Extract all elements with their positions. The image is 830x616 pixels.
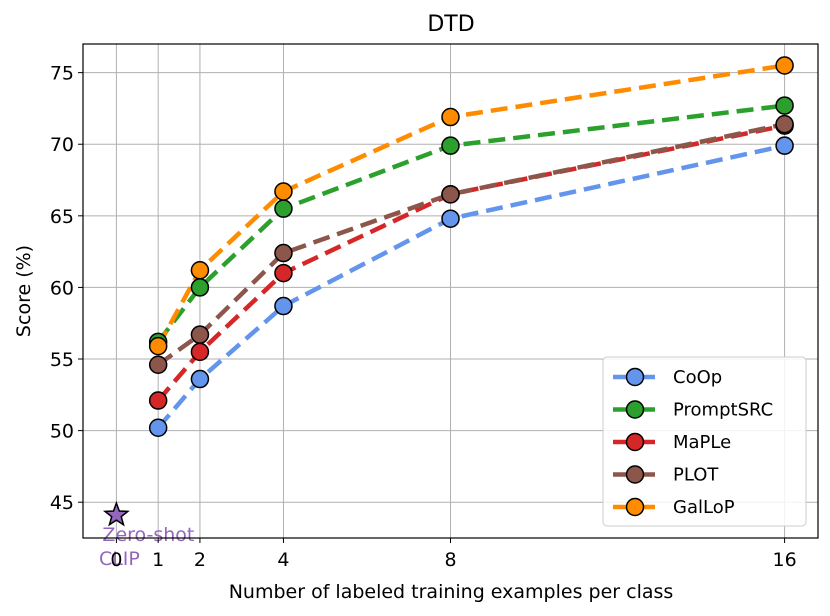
x-tick-label: 4: [277, 549, 289, 571]
series-markers: [148, 56, 794, 437]
data-point-coop: [441, 209, 460, 228]
legend-marker-coop: [625, 367, 645, 387]
data-point-gallop: [190, 260, 210, 280]
x-axis-title: Number of labeled training examples per …: [229, 581, 674, 603]
zero-shot-star-marker: [102, 500, 130, 527]
data-point-coop: [190, 369, 210, 389]
data-point-plot: [190, 325, 210, 344]
legend-label-coop: CoOp: [673, 367, 722, 388]
y-tick-label: 75: [50, 63, 74, 85]
data-point-maple: [148, 391, 168, 410]
data-point-coop: [775, 136, 794, 155]
x-tick-label: 8: [444, 549, 456, 571]
data-point-gallop: [274, 182, 293, 201]
data-point-gallop: [775, 56, 794, 75]
y-tick-label: 65: [50, 206, 74, 228]
data-point-promptsrc: [775, 96, 794, 115]
legend: CoOp PromptSRC MaPLe PLOT GalLoP: [602, 356, 807, 527]
zero-shot-label-line2: CLIP: [99, 548, 140, 570]
legend-marker-plot: [625, 465, 645, 484]
data-point-plot: [148, 355, 168, 374]
y-tick-label: 70: [50, 134, 74, 156]
data-point-promptsrc: [441, 136, 460, 155]
data-point-maple: [274, 263, 293, 283]
y-tick-label: 55: [50, 349, 74, 371]
zero-shot-label-line1: Zero-shot: [102, 524, 194, 546]
legend-label-maple: MaPLe: [673, 432, 731, 453]
x-tick-label: 1: [152, 549, 164, 571]
data-point-gallop: [148, 336, 168, 356]
legend-marker-promptsrc: [625, 400, 645, 419]
data-point-promptsrc: [190, 278, 210, 297]
legend-marker-maple: [625, 432, 645, 452]
data-point-plot: [775, 114, 794, 134]
legend-label-gallop: GalLoP: [673, 497, 735, 518]
data-point-coop: [274, 296, 293, 316]
data-point-coop: [148, 418, 168, 437]
data-point-gallop: [441, 107, 460, 127]
data-point-maple: [190, 342, 210, 362]
x-tick-label: 16: [772, 549, 796, 571]
series-line-plot: [156, 121, 786, 367]
legend-marker-gallop: [625, 497, 645, 517]
y-tick-label: 45: [50, 492, 74, 514]
x-tick-label: 2: [194, 549, 206, 571]
data-point-plot: [274, 243, 293, 263]
data-point-plot: [441, 185, 460, 204]
legend-label-promptsrc: PromptSRC: [673, 400, 773, 421]
y-tick-label: 60: [50, 277, 74, 299]
y-axis-ticks: 45 50 55 60 65 70 75: [50, 63, 83, 514]
zero-shot-group: Zero-shot CLIP: [99, 500, 194, 570]
legend-frame: [602, 356, 807, 527]
y-tick-label: 50: [50, 421, 74, 443]
chart-title: DTD: [427, 12, 474, 37]
x-axis-ticks: 0 1 2 4 8 16: [110, 538, 797, 571]
data-point-promptsrc: [274, 199, 293, 218]
x-tick-label: 0: [110, 549, 122, 571]
y-axis-title: Score (%): [13, 245, 35, 337]
legend-label-plot: PLOT: [673, 465, 719, 486]
